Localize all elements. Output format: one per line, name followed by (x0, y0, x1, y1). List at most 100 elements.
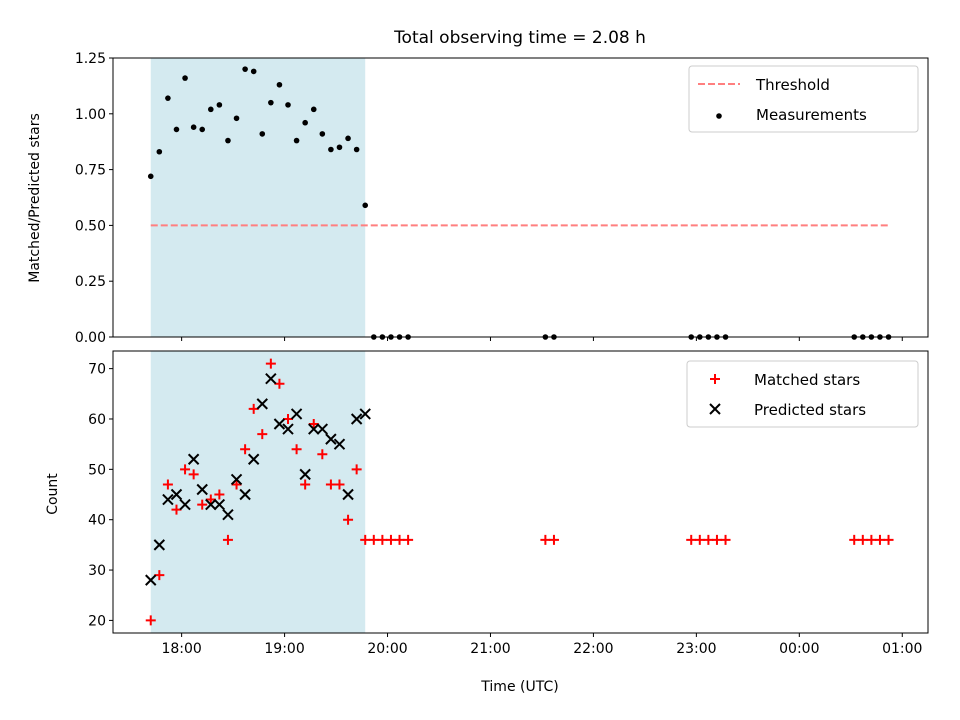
measurement-point (302, 119, 308, 126)
predicted-star-point (273, 418, 286, 430)
y-tick-label: 0.00 (75, 330, 106, 346)
matched-star-point (548, 534, 559, 545)
predicted-star-point (325, 433, 337, 445)
matched-star-point (205, 494, 216, 505)
matched-star-point (343, 514, 354, 525)
measurement-point (285, 102, 291, 108)
y-tick-label: 20 (88, 613, 106, 629)
measurement-point (190, 124, 197, 130)
matched-star-point (334, 479, 345, 490)
predicted-star-point (145, 574, 157, 586)
matched-star-point (154, 570, 165, 581)
measurement-point (147, 173, 154, 180)
measurement-point (268, 99, 274, 106)
matched-star-point (317, 449, 328, 460)
y-tick-label: 0.25 (75, 274, 106, 290)
matched-star-point (377, 534, 388, 545)
measurement-point (328, 146, 334, 153)
predicted-star-point (187, 453, 200, 465)
matched-star-point (857, 534, 868, 545)
legend-measurements-swatch (716, 113, 722, 119)
measurement-point (225, 137, 231, 144)
predicted-star-point (205, 498, 217, 511)
x-tick-label: 01:00 (882, 641, 922, 657)
x-tick-label: 00:00 (779, 641, 819, 657)
measurement-point (165, 95, 171, 101)
matched-star-point (849, 534, 860, 545)
matched-star-point (240, 444, 251, 455)
matched-star-point (180, 464, 191, 475)
y-tick-label: 50 (88, 462, 106, 478)
matched-star-point (248, 403, 259, 414)
y-tick-label: 70 (88, 362, 106, 378)
bottom-y-axis-ticks: 20 30 40 50 60 70 (88, 362, 113, 629)
measurement-point (250, 68, 257, 75)
measurement-point (310, 106, 317, 113)
legend-frame (688, 65, 919, 133)
matched-star-point (145, 615, 156, 626)
matched-star-point (283, 413, 294, 424)
matched-star-point (703, 534, 714, 545)
predicted-star-point (256, 398, 268, 410)
top-y-axis-ticks: 0.00 0.25 0.50 0.75 1.00 1.25 (75, 51, 113, 346)
x-tick-label: 23:00 (676, 641, 716, 657)
predicted-star-point (282, 423, 294, 435)
measurement-point (362, 202, 369, 209)
bottom-y-axis-label: Count (45, 473, 61, 515)
matched-star-point (720, 534, 731, 545)
matched-star-point (214, 489, 225, 500)
bottom-axes-frame (112, 350, 929, 634)
measurement-point (208, 106, 214, 113)
predicted-stars-points (145, 372, 371, 586)
measurement-point (293, 137, 300, 144)
matched-star-point (291, 444, 302, 455)
predicted-star-point (299, 468, 311, 481)
predicted-star-point (350, 413, 363, 425)
matched-star-point (883, 534, 894, 545)
matched-star-point (274, 378, 285, 389)
legend-predicted-swatch (709, 403, 721, 415)
predicted-star-point (239, 488, 251, 501)
predicted-star-point (265, 372, 277, 385)
predicted-star-point (196, 483, 208, 496)
legend-matched-label: Matched stars (754, 371, 860, 389)
y-tick-label: 60 (88, 412, 106, 428)
y-tick-label: 30 (88, 563, 106, 579)
count-panel: 20 30 40 50 60 70 18:00 19:00 20:00 21:00 22:00 23… (45, 350, 929, 695)
y-tick-label: 1.25 (75, 51, 106, 67)
matched-star-point (711, 534, 722, 545)
measurement-point (345, 135, 351, 142)
predicted-star-point (342, 488, 354, 501)
legend-predicted-label: Predicted stars (754, 401, 866, 419)
measurement-point (182, 75, 188, 81)
measurement-point (242, 66, 248, 72)
legend-matched-swatch (710, 374, 720, 384)
matched-star-point (874, 534, 885, 545)
top-y-axis-label: Matched/Predicted stars (27, 113, 43, 283)
measurement-point (216, 102, 223, 108)
observing-window-shade (150, 351, 366, 633)
matched-star-point (265, 358, 276, 369)
matched-star-point (257, 429, 268, 440)
measurement-point (319, 131, 326, 137)
predicted-star-point (359, 408, 371, 420)
bottom-x-axis-ticks: 18:00 19:00 20:00 21:00 22:00 23:00 00:00 01:00 (161, 633, 922, 657)
matched-star-point (351, 464, 362, 475)
measurements-points (147, 66, 892, 340)
x-axis-label: Time (UTC) (480, 679, 558, 695)
chart-title: Total observing time = 2.08 h (393, 28, 646, 48)
ratio-panel: 0.00 0.25 0.50 0.75 1.00 1.25 Total observing… (27, 28, 929, 346)
matched-star-point (162, 479, 173, 490)
legend-measurements-label: Measurements (756, 106, 867, 124)
predicted-star-point (162, 493, 174, 506)
measurement-point (276, 81, 283, 88)
top-axes-frame (112, 57, 929, 338)
bottom-legend: Matched stars Predicted stars (686, 360, 919, 428)
predicted-star-point (333, 438, 346, 450)
predicted-star-point (230, 473, 243, 486)
matched-star-point (385, 534, 396, 545)
predicted-star-point (308, 423, 320, 435)
matched-star-point (325, 479, 336, 490)
x-tick-label: 18:00 (161, 641, 201, 657)
